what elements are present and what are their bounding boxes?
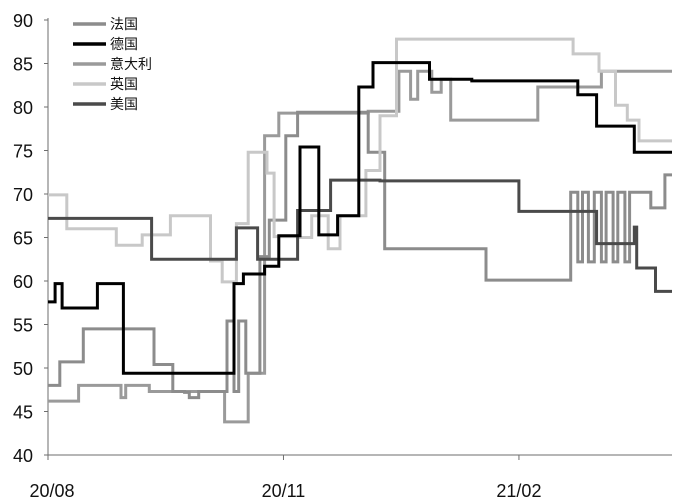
legend-label-5: 美国 — [110, 97, 138, 113]
series-line-1 — [48, 110, 672, 400]
series-line-5 — [48, 178, 672, 293]
legend-label-4: 英国 — [110, 76, 138, 93]
y-tick-label: 60 — [13, 272, 33, 292]
y-tick-label: 90 — [13, 11, 33, 31]
series-layer — [48, 37, 672, 424]
y-tick-label: 50 — [13, 359, 33, 379]
y-tick-label: 45 — [13, 403, 33, 423]
x-tick-label: 20/08 — [29, 481, 74, 501]
x-tick-label: 20/11 — [262, 481, 306, 501]
y-tick-label: 65 — [13, 229, 33, 249]
legend-label-2: 德国 — [110, 37, 138, 53]
series-line-4 — [48, 37, 672, 284]
x-tick-label: 21/02 — [496, 481, 541, 501]
y-tick-label: 85 — [13, 55, 33, 75]
y-tick-label: 40 — [13, 446, 33, 466]
axes: 40 45 50 55 60 65 70 75 80 85 90 20/08 20/11 21/02 — [13, 11, 672, 501]
y-tick-label: 80 — [13, 98, 33, 118]
legend-label-1: 法国 — [110, 17, 138, 33]
legend-label-3: 意大利 — [110, 56, 152, 73]
y-tick-label: 55 — [13, 316, 33, 336]
series-line-2 — [48, 61, 672, 375]
y-tick-label: 75 — [13, 142, 33, 162]
y-tick-label: 70 — [13, 185, 33, 205]
